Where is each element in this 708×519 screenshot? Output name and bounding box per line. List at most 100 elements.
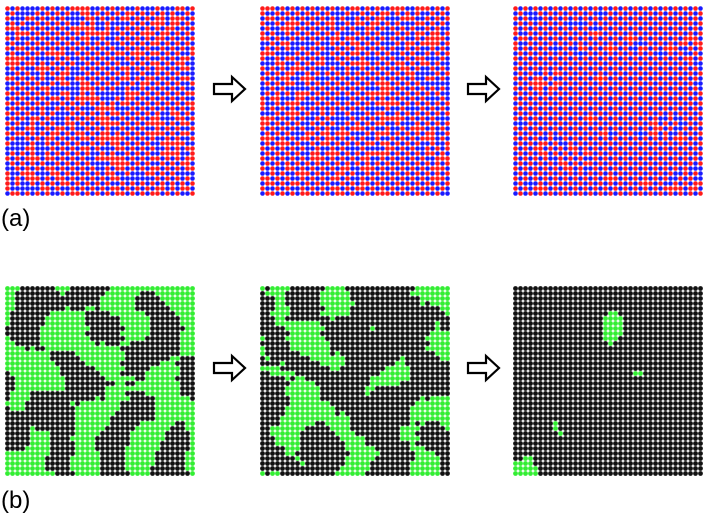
site xyxy=(548,151,553,156)
site xyxy=(5,426,10,431)
site xyxy=(140,101,145,106)
site xyxy=(20,166,25,171)
site xyxy=(30,416,35,421)
site xyxy=(100,96,105,101)
site xyxy=(95,116,100,121)
site xyxy=(693,16,698,21)
site xyxy=(80,46,85,51)
site xyxy=(180,121,185,126)
site xyxy=(538,86,543,91)
site xyxy=(330,116,335,121)
site xyxy=(658,106,663,111)
site xyxy=(75,91,80,96)
site xyxy=(430,81,435,86)
site xyxy=(558,31,563,36)
site xyxy=(100,101,105,106)
site xyxy=(543,126,548,131)
site xyxy=(95,126,100,131)
site xyxy=(300,81,305,86)
site xyxy=(668,86,673,91)
site xyxy=(315,86,320,91)
site xyxy=(10,356,15,361)
site xyxy=(538,176,543,181)
site xyxy=(15,156,20,161)
site xyxy=(10,416,15,421)
site xyxy=(598,161,603,166)
site xyxy=(608,121,613,126)
site xyxy=(593,161,598,166)
site xyxy=(15,356,20,361)
site xyxy=(90,126,95,131)
site xyxy=(698,36,703,41)
site xyxy=(280,11,285,16)
site xyxy=(693,161,698,166)
site xyxy=(85,366,90,371)
site xyxy=(345,71,350,76)
site xyxy=(45,316,50,321)
site xyxy=(440,191,445,196)
site xyxy=(65,466,70,471)
site xyxy=(563,136,568,141)
site xyxy=(170,131,175,136)
site xyxy=(70,81,75,86)
site xyxy=(425,46,430,51)
site xyxy=(140,181,145,186)
site xyxy=(10,96,15,101)
site xyxy=(135,11,140,16)
site xyxy=(135,191,140,196)
site xyxy=(445,71,450,76)
site xyxy=(190,16,195,21)
site xyxy=(155,156,160,161)
site xyxy=(518,131,523,136)
site xyxy=(5,446,10,451)
site xyxy=(280,91,285,96)
site xyxy=(40,456,45,461)
site xyxy=(330,171,335,176)
site xyxy=(548,51,553,56)
site xyxy=(30,111,35,116)
site xyxy=(55,356,60,361)
site xyxy=(35,441,40,446)
site xyxy=(395,51,400,56)
site xyxy=(320,171,325,176)
site xyxy=(25,301,30,306)
site xyxy=(370,111,375,116)
site xyxy=(633,106,638,111)
site xyxy=(518,181,523,186)
site xyxy=(533,66,538,71)
site xyxy=(45,311,50,316)
site xyxy=(120,91,125,96)
site xyxy=(30,376,35,381)
site xyxy=(5,421,10,426)
lattice-panels xyxy=(5,6,703,476)
site xyxy=(528,131,533,136)
site xyxy=(643,191,648,196)
site xyxy=(440,166,445,171)
site xyxy=(35,6,40,11)
site xyxy=(60,306,65,311)
site xyxy=(190,156,195,161)
site xyxy=(40,381,45,386)
site xyxy=(335,61,340,66)
site xyxy=(543,26,548,31)
site xyxy=(10,161,15,166)
site xyxy=(350,176,355,181)
site xyxy=(305,56,310,61)
site xyxy=(300,61,305,66)
site xyxy=(693,26,698,31)
site xyxy=(435,31,440,36)
site xyxy=(155,41,160,46)
site xyxy=(638,81,643,86)
site xyxy=(668,31,673,36)
site xyxy=(70,436,75,441)
site xyxy=(405,11,410,16)
site xyxy=(400,6,405,11)
site xyxy=(295,171,300,176)
site xyxy=(270,61,275,66)
site xyxy=(608,191,613,196)
site xyxy=(30,6,35,11)
site xyxy=(290,131,295,136)
site xyxy=(85,86,90,91)
site xyxy=(668,91,673,96)
site xyxy=(60,86,65,91)
